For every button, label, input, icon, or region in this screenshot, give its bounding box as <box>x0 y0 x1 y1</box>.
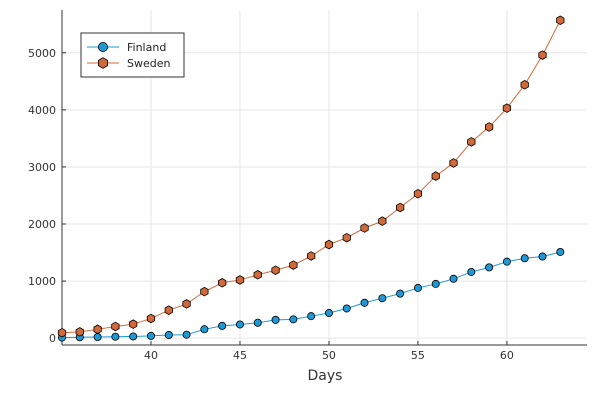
tick-labels: 40 45 50 55 60 0 1000 2000 3000 4000 5000 <box>28 47 514 362</box>
data-point <box>235 275 245 285</box>
y-tick-label: 2000 <box>28 218 56 231</box>
data-point <box>342 232 351 243</box>
data-point <box>235 320 244 329</box>
series-sweden <box>57 15 565 338</box>
data-point <box>449 274 458 283</box>
data-point <box>75 327 84 337</box>
x-tick-label: 60 <box>500 349 514 362</box>
data-point <box>146 331 155 340</box>
data-point <box>253 318 262 327</box>
legend: Finland Sweden <box>80 32 185 78</box>
legend-label: Sweden <box>127 57 170 70</box>
data-point <box>467 267 476 276</box>
data-point <box>556 15 565 26</box>
legend-box <box>80 32 185 78</box>
x-axis-label: Days <box>308 368 343 384</box>
data-point <box>485 263 494 272</box>
data-point <box>182 330 191 339</box>
data-point <box>111 332 120 341</box>
data-point <box>182 299 191 309</box>
data-point <box>396 289 405 298</box>
data-point <box>556 247 565 256</box>
data-point <box>431 279 440 288</box>
data-point <box>502 103 512 113</box>
legend-marker <box>98 57 108 69</box>
data-point <box>502 257 511 266</box>
data-point <box>538 50 547 60</box>
data-point <box>289 315 298 324</box>
y-tick-label: 1000 <box>28 275 56 288</box>
data-point <box>271 315 280 324</box>
x-tick-label: 45 <box>233 349 247 362</box>
data-point <box>324 309 333 318</box>
series-finland <box>58 247 565 342</box>
data-point <box>271 265 280 276</box>
data-point <box>467 137 476 147</box>
data-point <box>307 312 316 321</box>
data-point <box>360 298 369 307</box>
data-point <box>538 252 547 261</box>
data-point <box>129 319 138 329</box>
data-point <box>146 313 156 324</box>
data-point <box>289 260 298 270</box>
data-point <box>360 223 369 233</box>
x-tick-label: 55 <box>411 349 425 362</box>
data-point <box>93 324 102 335</box>
data-point <box>111 321 120 332</box>
data-point <box>200 325 209 334</box>
data-point <box>449 158 458 168</box>
data-point <box>520 254 529 263</box>
data-point <box>484 122 494 132</box>
data-point <box>342 304 351 313</box>
series-group <box>57 15 565 342</box>
axes <box>61 10 587 346</box>
y-tick-label: 0 <box>49 332 56 345</box>
data-point <box>93 333 102 342</box>
data-point <box>164 331 173 340</box>
data-point <box>324 239 334 250</box>
data-point <box>218 278 227 288</box>
data-point <box>431 171 440 181</box>
data-point <box>520 79 529 90</box>
data-point <box>413 283 422 292</box>
legend-label: Finland <box>127 41 166 54</box>
data-point <box>200 286 209 297</box>
x-tick-label: 50 <box>322 349 336 362</box>
y-tick-label: 3000 <box>28 161 56 174</box>
y-tick-label: 4000 <box>28 104 56 117</box>
legend-marker <box>98 42 109 53</box>
data-point <box>413 188 423 199</box>
data-point <box>218 321 227 330</box>
data-point <box>378 216 387 226</box>
data-point <box>253 270 262 280</box>
data-point <box>307 251 316 261</box>
data-point <box>57 327 67 338</box>
x-tick-label: 40 <box>144 349 158 362</box>
data-point <box>396 202 405 213</box>
y-tick-label: 5000 <box>28 47 56 60</box>
data-point <box>164 305 173 315</box>
data-point <box>129 332 138 341</box>
data-point <box>378 294 387 303</box>
